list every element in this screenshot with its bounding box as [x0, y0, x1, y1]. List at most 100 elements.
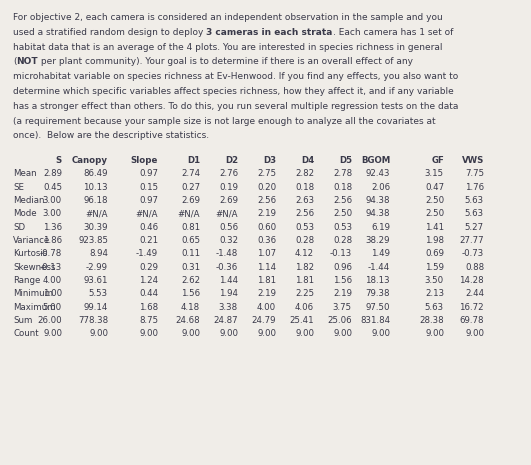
Text: 2.74: 2.74 [181, 170, 200, 179]
Text: 69.78: 69.78 [459, 316, 484, 325]
Text: 0.53: 0.53 [295, 223, 314, 232]
Text: 1.44: 1.44 [219, 276, 238, 285]
Text: 9.00: 9.00 [371, 329, 390, 338]
Text: 2.62: 2.62 [181, 276, 200, 285]
Text: 2.56: 2.56 [257, 196, 276, 205]
Text: 28.38: 28.38 [419, 316, 444, 325]
Text: 2.69: 2.69 [219, 196, 238, 205]
Text: Mode: Mode [13, 209, 37, 219]
Text: 2.13: 2.13 [425, 289, 444, 298]
Text: 24.87: 24.87 [213, 316, 238, 325]
Text: 96.18: 96.18 [83, 196, 108, 205]
Text: Variance: Variance [13, 236, 50, 245]
Text: 97.50: 97.50 [365, 303, 390, 312]
Text: 0.19: 0.19 [219, 183, 238, 192]
Text: #N/A: #N/A [216, 209, 238, 219]
Text: SD: SD [13, 223, 25, 232]
Text: 0.44: 0.44 [139, 289, 158, 298]
Text: 1.56: 1.56 [333, 276, 352, 285]
Text: 2.56: 2.56 [295, 209, 314, 219]
Text: 0.53: 0.53 [333, 223, 352, 232]
Text: 1.94: 1.94 [219, 289, 238, 298]
Text: 3.50: 3.50 [425, 276, 444, 285]
Text: 1.14: 1.14 [257, 263, 276, 272]
Text: 0.65: 0.65 [181, 236, 200, 245]
Text: 1.76: 1.76 [465, 183, 484, 192]
Text: determine which specific variables affect species richness, how they affect it, : determine which specific variables affec… [13, 87, 454, 96]
Text: 9.00: 9.00 [181, 329, 200, 338]
Text: 0.96: 0.96 [333, 263, 352, 272]
Text: 24.68: 24.68 [175, 316, 200, 325]
Text: (a requirement because your sample size is not large enough to analyze all the c: (a requirement because your sample size … [13, 117, 435, 126]
Text: 27.77: 27.77 [459, 236, 484, 245]
Text: 5.63: 5.63 [465, 209, 484, 219]
Text: #N/A: #N/A [85, 209, 108, 219]
Text: GF: GF [431, 156, 444, 165]
Text: 9.00: 9.00 [219, 329, 238, 338]
Text: D5: D5 [339, 156, 352, 165]
Text: 5.63: 5.63 [465, 196, 484, 205]
Text: 0.97: 0.97 [139, 170, 158, 179]
Text: 9.00: 9.00 [89, 329, 108, 338]
Text: -1.48: -1.48 [216, 249, 238, 258]
Text: 9.00: 9.00 [43, 329, 62, 338]
Text: 4.06: 4.06 [295, 303, 314, 312]
Text: 25.06: 25.06 [328, 316, 352, 325]
Text: 9.00: 9.00 [465, 329, 484, 338]
Text: 778.38: 778.38 [78, 316, 108, 325]
Text: 0.28: 0.28 [333, 236, 352, 245]
Text: 2.19: 2.19 [257, 209, 276, 219]
Text: 30.39: 30.39 [83, 223, 108, 232]
Text: 0.28: 0.28 [295, 236, 314, 245]
Text: 1.81: 1.81 [295, 276, 314, 285]
Text: 1.24: 1.24 [139, 276, 158, 285]
Text: 2.78: 2.78 [333, 170, 352, 179]
Text: Mean: Mean [13, 170, 37, 179]
Text: 0.69: 0.69 [425, 249, 444, 258]
Text: 9.00: 9.00 [257, 329, 276, 338]
Text: 0.81: 0.81 [181, 223, 200, 232]
Text: has a stronger effect than others. To do this, you run several multiple regressi: has a stronger effect than others. To do… [13, 102, 458, 111]
Text: 6.19: 6.19 [371, 223, 390, 232]
Text: 8.75: 8.75 [139, 316, 158, 325]
Text: microhabitat variable on species richness at Ev-Henwood. If you find any effects: microhabitat variable on species richnes… [13, 72, 458, 81]
Text: once).  Below are the descriptive statistics.: once). Below are the descriptive statist… [13, 132, 209, 140]
Text: 2.50: 2.50 [425, 209, 444, 219]
Text: 0.18: 0.18 [295, 183, 314, 192]
Text: D1: D1 [187, 156, 200, 165]
Text: 9.00: 9.00 [425, 329, 444, 338]
Text: Slope: Slope [131, 156, 158, 165]
Text: used a stratified random design to deploy: used a stratified random design to deplo… [13, 28, 206, 37]
Text: 9.00: 9.00 [139, 329, 158, 338]
Text: 7.75: 7.75 [465, 170, 484, 179]
Text: 4.12: 4.12 [295, 249, 314, 258]
Text: 2.56: 2.56 [333, 196, 352, 205]
Text: 16.72: 16.72 [459, 303, 484, 312]
Text: 2.89: 2.89 [43, 170, 62, 179]
Text: -0.36: -0.36 [216, 263, 238, 272]
Text: 1.36: 1.36 [43, 223, 62, 232]
Text: 94.38: 94.38 [365, 209, 390, 219]
Text: 2.19: 2.19 [257, 289, 276, 298]
Text: 1.07: 1.07 [257, 249, 276, 258]
Text: VWS: VWS [461, 156, 484, 165]
Text: 3.75: 3.75 [333, 303, 352, 312]
Text: . Each camera has 1 set of: . Each camera has 1 set of [332, 28, 453, 37]
Text: 2.25: 2.25 [295, 289, 314, 298]
Text: 79.38: 79.38 [365, 289, 390, 298]
Text: -0.73: -0.73 [462, 249, 484, 258]
Text: For objective 2, each camera is considered an independent observation in the sam: For objective 2, each camera is consider… [13, 13, 443, 22]
Text: 0.32: 0.32 [219, 236, 238, 245]
Text: 1.82: 1.82 [295, 263, 314, 272]
Text: 1.41: 1.41 [425, 223, 444, 232]
Text: 1.81: 1.81 [257, 276, 276, 285]
Text: 2.76: 2.76 [219, 170, 238, 179]
Text: 3.00: 3.00 [43, 209, 62, 219]
Text: 0.46: 0.46 [139, 223, 158, 232]
Text: 92.43: 92.43 [365, 170, 390, 179]
Text: Kurtosis: Kurtosis [13, 249, 47, 258]
Text: 26.00: 26.00 [37, 316, 62, 325]
Text: Median: Median [13, 196, 45, 205]
Text: D4: D4 [301, 156, 314, 165]
Text: Range: Range [13, 276, 40, 285]
